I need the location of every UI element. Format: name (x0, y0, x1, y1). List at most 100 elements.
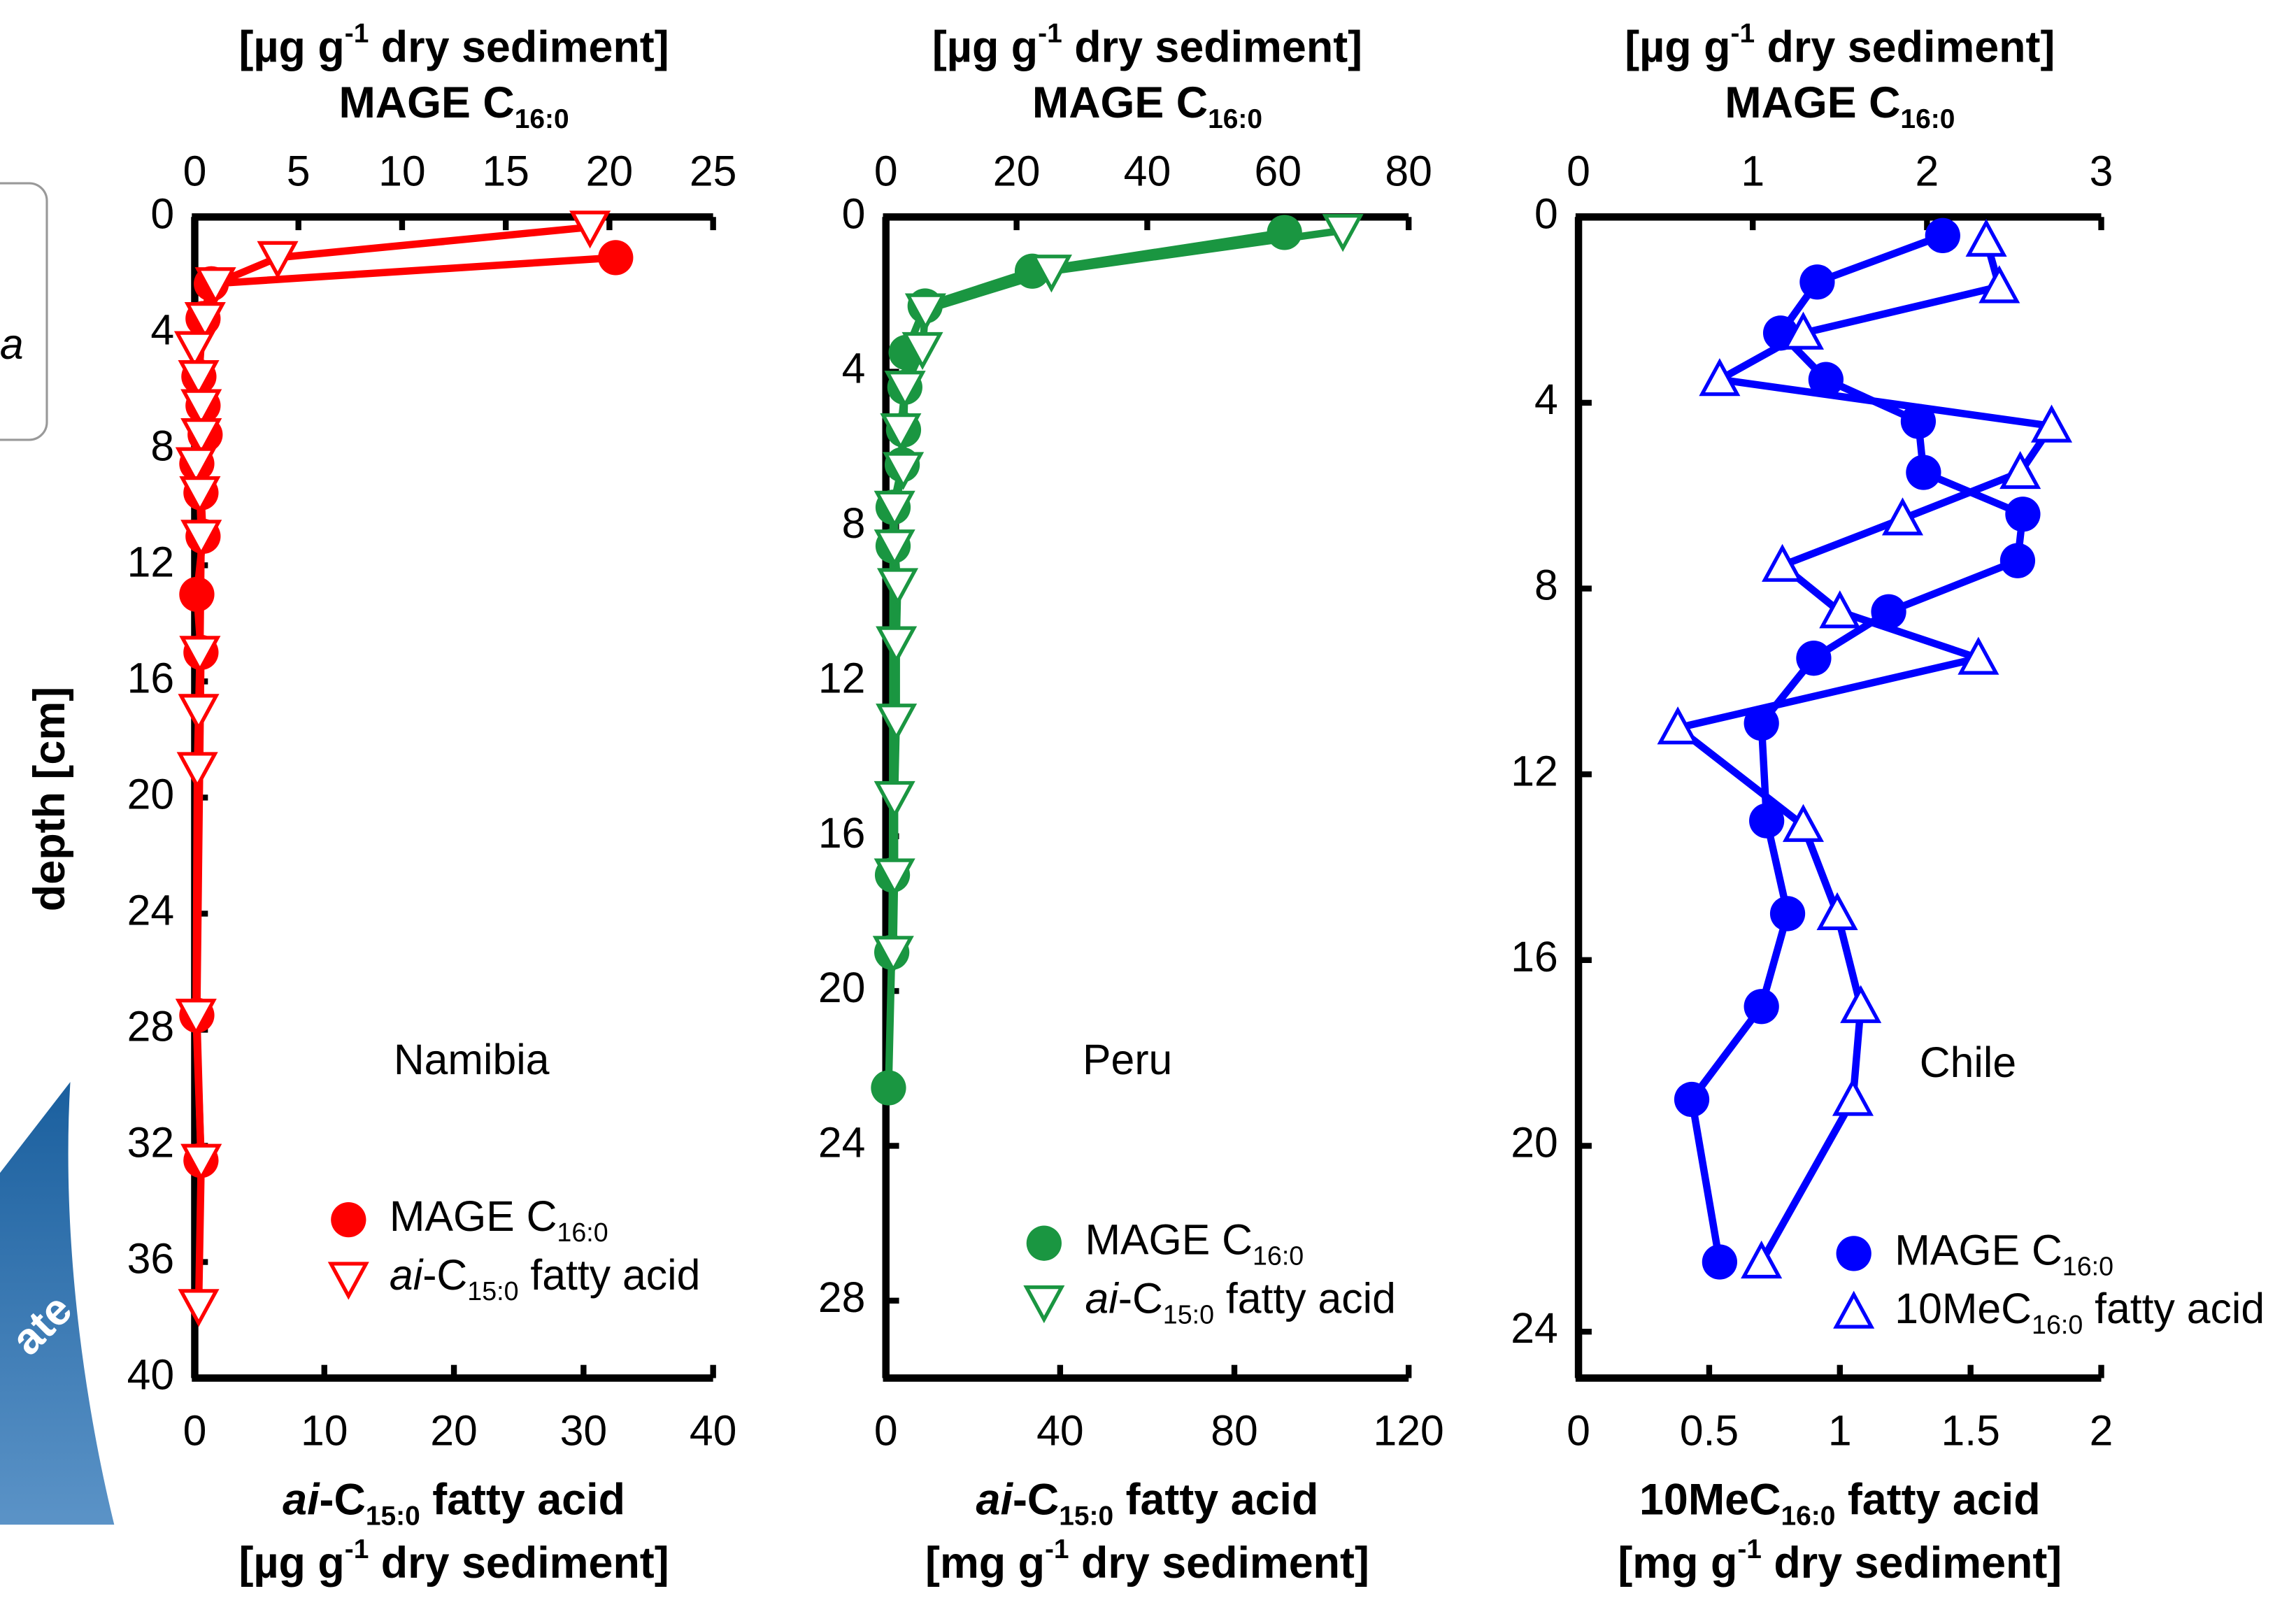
text-part: -1 (345, 18, 369, 48)
x2-axis-label: 10MeC16:0 fatty acid (1639, 1475, 2041, 1531)
data-point (184, 301, 226, 341)
legend-marker (327, 1262, 369, 1300)
x-tick-label: 0 (1567, 147, 1590, 194)
text-part: fatty acid (1113, 1475, 1318, 1524)
x2-tick-label: 10 (301, 1406, 348, 1454)
y-tick-label: 0 (842, 190, 866, 237)
data-point (1819, 590, 1861, 629)
data-point (1030, 255, 1072, 293)
x-tick-label: 60 (1255, 147, 1302, 194)
series-line (193, 254, 616, 1161)
text-part: 15:0 (467, 1276, 518, 1306)
x2-tick-label: 40 (690, 1406, 737, 1454)
text-part: 16:0 (1253, 1241, 1304, 1271)
data-point (1782, 311, 1825, 350)
legend-label: MAGE C16:0 (390, 1192, 608, 1247)
text-part: 16:0 (515, 104, 569, 134)
data-point (1799, 264, 1835, 300)
text-part: MAGE C (1032, 78, 1208, 127)
text-part: 10MeC (1639, 1475, 1781, 1524)
x-tick-label: 2 (1915, 147, 1939, 194)
x2-axis-label: ai-C15:0 fatty acid (283, 1475, 625, 1531)
data-point (179, 476, 221, 515)
text-part: [mg g (1618, 1538, 1737, 1587)
y-tick-label: 40 (127, 1351, 175, 1399)
y-tick-label: 32 (127, 1119, 175, 1167)
legend-marker (1836, 1236, 1871, 1271)
data-point (1958, 636, 1999, 675)
text-part: -1 (1038, 18, 1062, 48)
region-label: Namibia (394, 1036, 550, 1083)
text-part: -1 (1730, 18, 1755, 48)
text-part: fatty acid (519, 1251, 701, 1299)
data-point (180, 418, 222, 457)
text-part: dry sediment] (1069, 1538, 1369, 1587)
x-tick-label: 10 (378, 147, 426, 194)
y-tick-label: 8 (150, 422, 174, 469)
y-axis-label: depth [cm] (25, 687, 74, 911)
y-tick-label: 28 (818, 1274, 866, 1321)
y-tick-label: 12 (127, 538, 175, 585)
legend-label: MAGE C16:0 (1085, 1216, 1304, 1271)
x-axis-label: [µg g-1 dry sediment] (1625, 18, 2055, 71)
y-tick-label: 24 (818, 1119, 866, 1167)
x-tick-label: 5 (287, 147, 311, 194)
y-tick-label: 16 (818, 809, 866, 857)
text-part: 15:0 (1059, 1501, 1113, 1532)
data-point (884, 371, 926, 409)
data-point (179, 636, 221, 674)
y-tick-label: 36 (127, 1235, 175, 1283)
data-point (569, 211, 611, 249)
y-tick-label: 24 (127, 886, 175, 934)
text-part: MAGE C (1895, 1226, 2062, 1274)
text-part: -C (1013, 1475, 1059, 1524)
data-point (1702, 1244, 1738, 1280)
data-point (1978, 265, 2020, 304)
y-tick-label: 0 (1534, 190, 1558, 237)
x-axis-label: MAGE C16:0 (1725, 78, 1955, 134)
text-part: -C (422, 1251, 467, 1299)
text-part: -C (320, 1475, 366, 1524)
data-point (1267, 215, 1302, 250)
legend-label: 10MeC16:0 fatty acid (1895, 1285, 2265, 1339)
data-point (1782, 804, 1825, 842)
text-part: [µg g (1625, 22, 1730, 71)
x-tick-label: 25 (690, 147, 737, 194)
data-point (1999, 543, 2036, 578)
data-point (175, 447, 217, 485)
text-part: 16:0 (2032, 1310, 2083, 1339)
data-point (1906, 455, 1941, 490)
y-tick-label: 4 (150, 306, 174, 353)
data-point (1925, 217, 1960, 253)
data-point (1881, 497, 1924, 536)
y-tick-label: 8 (1534, 562, 1558, 609)
data-point (257, 241, 299, 279)
data-point (871, 1070, 906, 1106)
legend-marker (331, 1201, 366, 1238)
text-part: dry sediment] (1062, 22, 1362, 71)
text-part: fatty acid (1835, 1475, 2040, 1524)
fragment-box (0, 182, 48, 441)
x2-tick-label: 30 (560, 1406, 608, 1454)
x2-tick-label: 0.5 (1680, 1406, 1739, 1454)
data-point (1808, 362, 1844, 397)
x-tick-label: 20 (993, 147, 1041, 194)
series-line (890, 227, 1343, 953)
x2-tick-label: 2 (2090, 1406, 2113, 1454)
y-tick-label: 12 (1511, 747, 1558, 794)
data-point (883, 452, 925, 490)
x2-tick-label: 80 (1211, 1406, 1258, 1454)
text-part: [µg g (238, 1538, 344, 1587)
x2-axis-label: [mg g-1 dry sediment] (1618, 1534, 2062, 1588)
data-point (2005, 497, 2041, 532)
x-tick-label: 20 (586, 147, 634, 194)
data-point (175, 999, 217, 1037)
data-point (904, 293, 946, 331)
x-axis-label: [µg g-1 dry sediment] (238, 18, 669, 71)
x-tick-label: 0 (874, 147, 898, 194)
series-line (1688, 231, 2027, 1263)
series-line (191, 223, 591, 1306)
data-point (874, 529, 915, 568)
data-point (194, 267, 236, 306)
